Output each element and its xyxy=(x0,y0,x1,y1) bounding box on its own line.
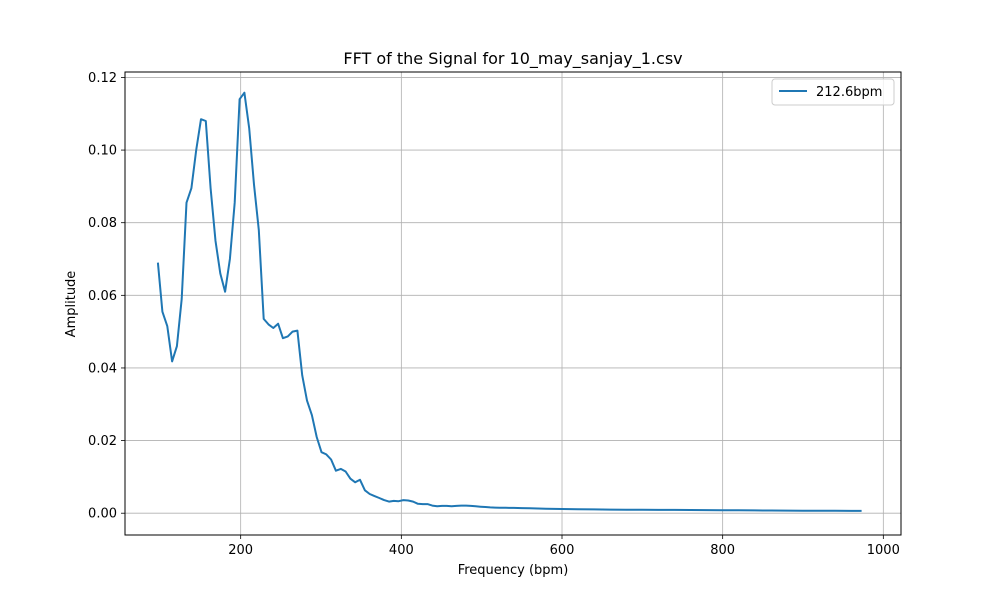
x-axis-title: Frequency (bpm) xyxy=(458,563,569,578)
y-tick-label: 0.06 xyxy=(88,289,117,304)
y-tick-label: 0.00 xyxy=(88,507,117,522)
plot-frame xyxy=(124,71,902,536)
y-tick-label: 0.02 xyxy=(88,434,117,449)
y-axis-title: Amplitude xyxy=(64,271,79,338)
chart-title: FFT of the Signal for 10_may_sanjay_1.cs… xyxy=(343,49,682,69)
y-axis: 0.00 0.02 0.04 0.06 0.08 0.10 0.12 xyxy=(88,71,125,522)
y-tick-label: 0.08 xyxy=(88,216,117,231)
x-tick-label: 800 xyxy=(710,543,735,558)
series-layer xyxy=(156,91,862,512)
legend-box xyxy=(771,78,895,106)
legend: 212.6bpm xyxy=(771,78,895,106)
y-tick-label: 0.12 xyxy=(88,71,117,86)
legend-label: 212.6bpm xyxy=(816,85,882,100)
y-tick-label: 0.04 xyxy=(88,361,117,376)
x-axis: 200 400 600 800 1000 xyxy=(228,535,900,558)
grid-lines xyxy=(125,72,901,535)
x-tick-label: 1000 xyxy=(867,543,900,558)
series-line xyxy=(156,91,862,512)
x-tick-label: 400 xyxy=(389,543,414,558)
x-tick-label: 200 xyxy=(228,543,253,558)
y-tick-label: 0.10 xyxy=(88,144,117,159)
x-tick-label: 600 xyxy=(550,543,575,558)
